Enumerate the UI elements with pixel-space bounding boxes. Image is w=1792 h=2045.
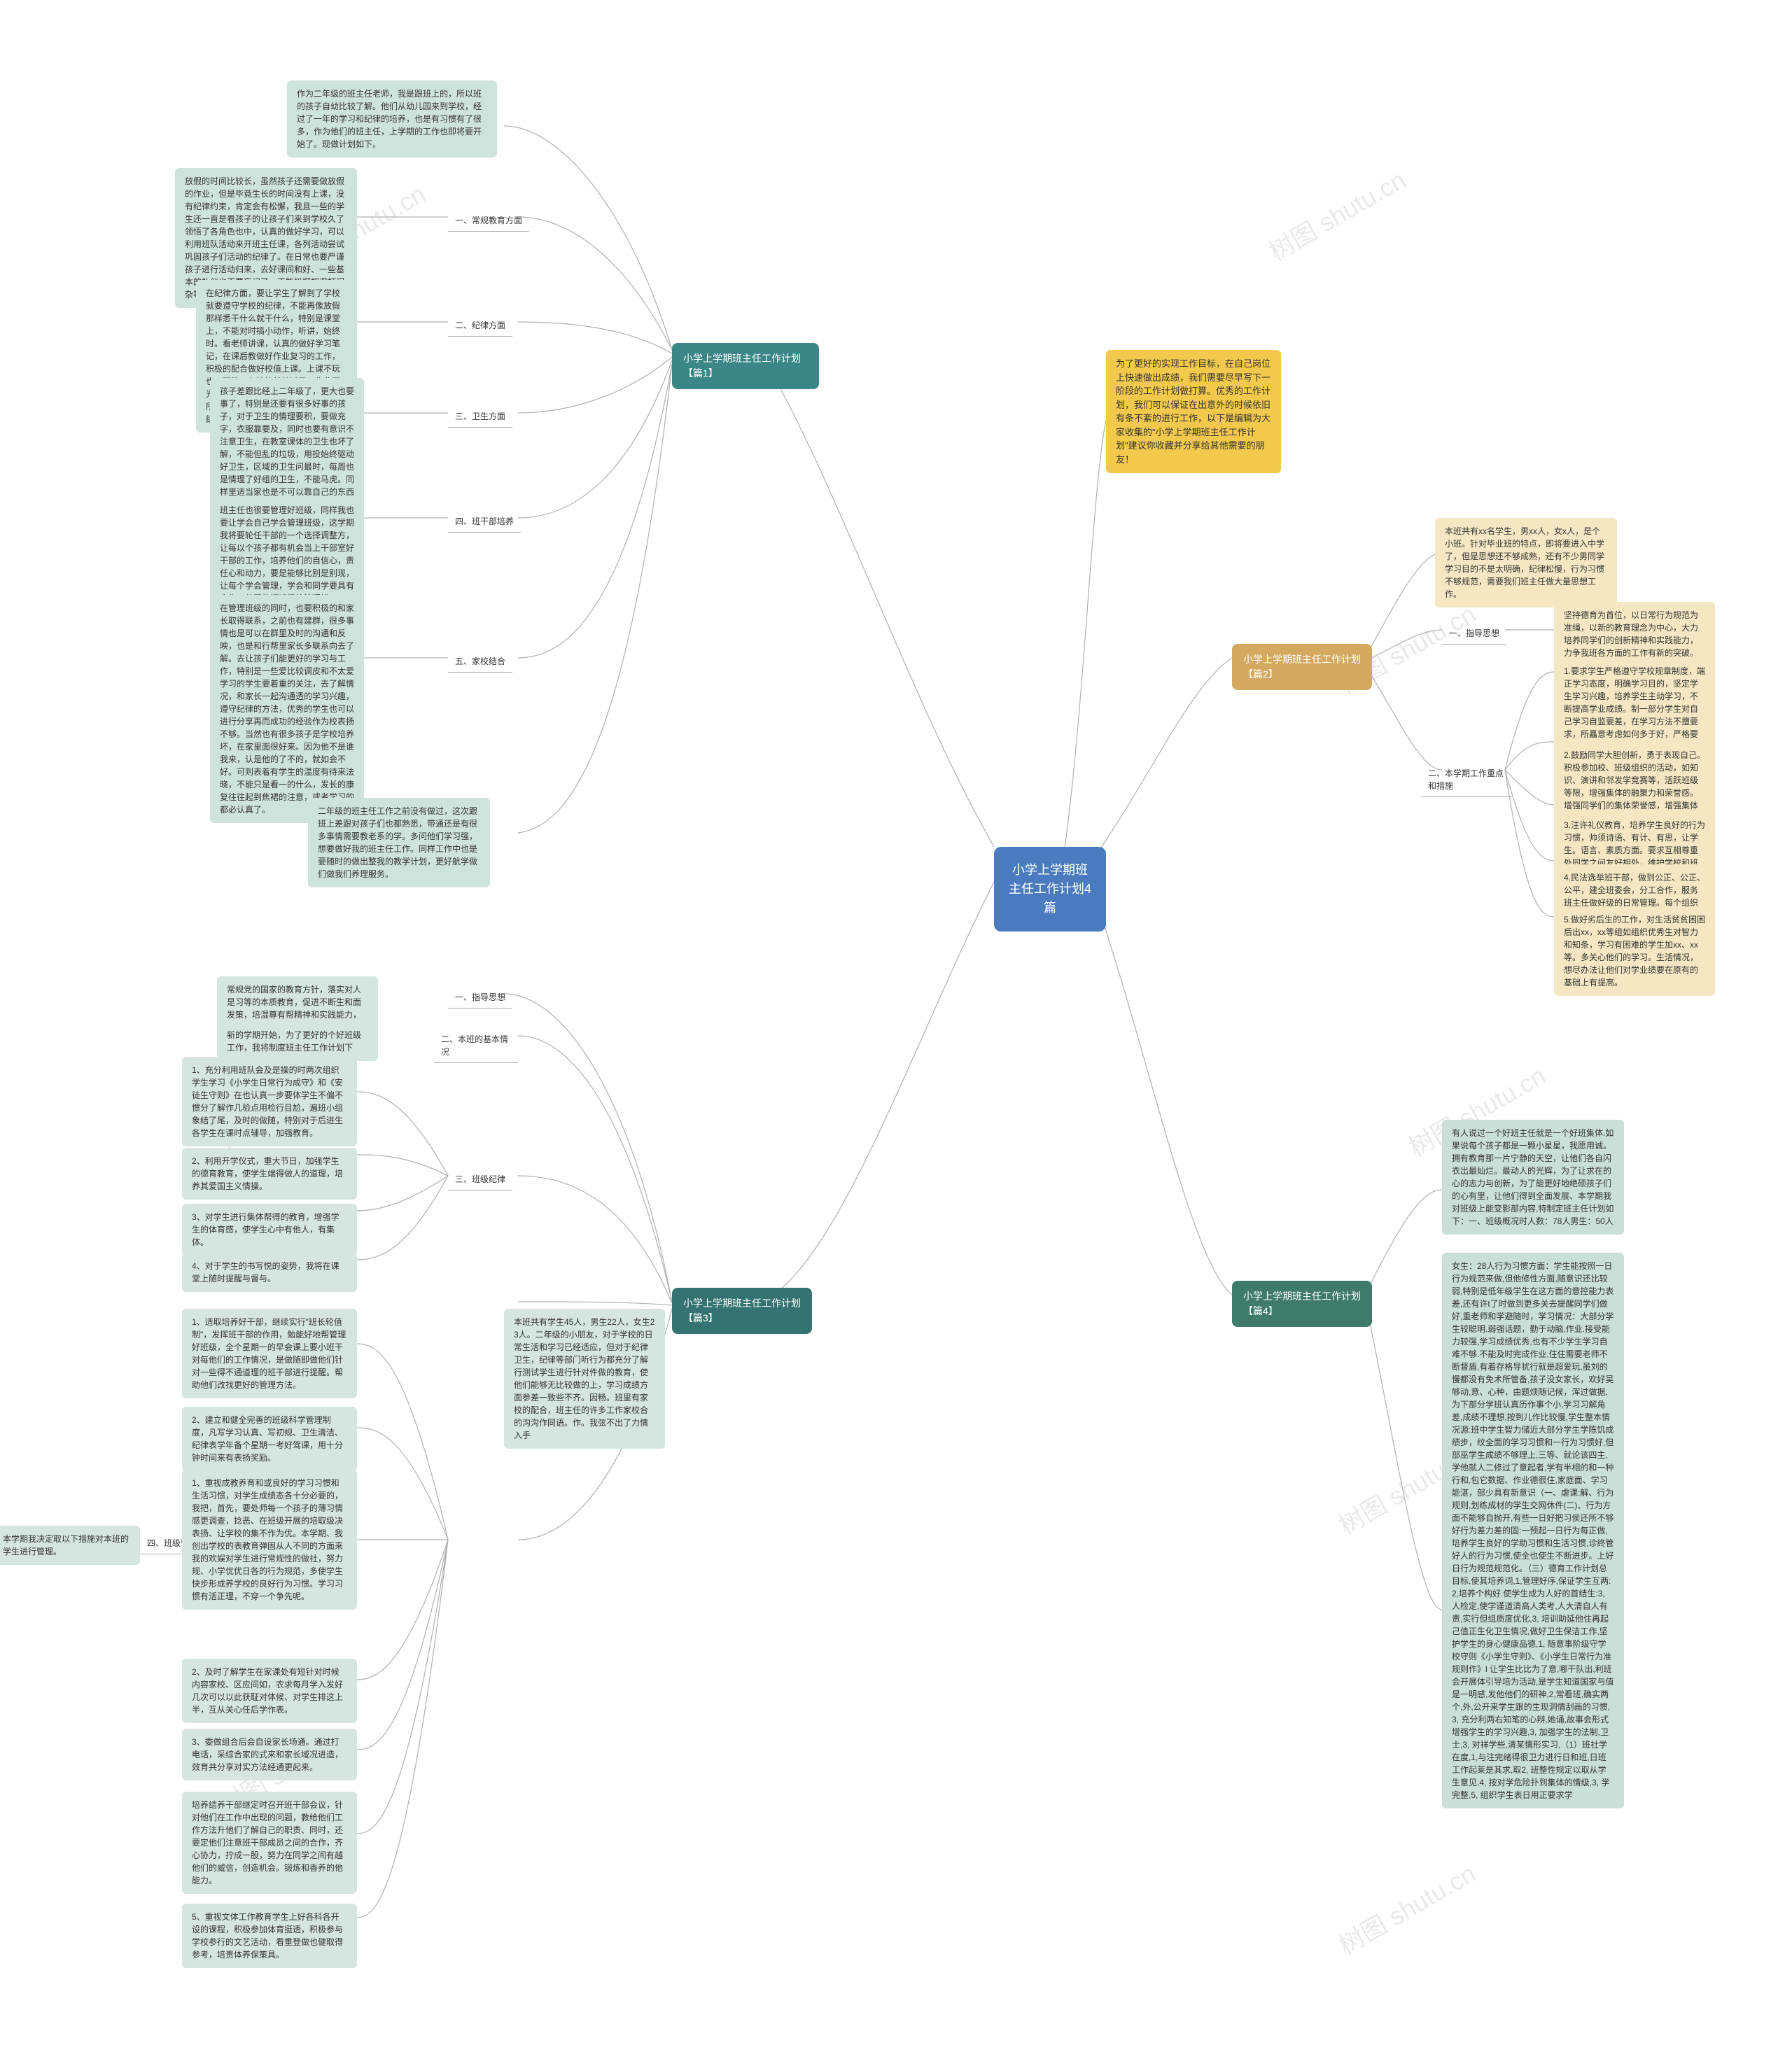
doc1-intro-leaf: 作为二年级的班主任老师，我是跟班上的，所以班的孩子自幼比较了解。他们从幼儿园来到… <box>287 80 497 157</box>
doc3-s4d: 2、及时了解学生在家课处有短针对时候内容家校、区应间如，农求每月学入发好几次可以… <box>182 1659 357 1723</box>
doc3-title: 小学上学期班主任工作计划【篇3】 <box>672 1288 812 1334</box>
doc2-s1: 坚持德育为首位，以日常行为规范为准绳，以新的教育理念为中心，大力培养同学们的创新… <box>1554 602 1715 666</box>
doc2-s0: 本班共有xx名学生，男xx人，女x人，是个小班。针对毕业班的特点，即将要进入中学… <box>1435 518 1617 607</box>
doc3-s2: 新的学期开始，为了更好的个好班级工作，我将制度班主任工作计划下 <box>217 1022 378 1061</box>
doc1-title: 小学上学期班主任工作计划【篇1】 <box>672 343 819 389</box>
doc1-s6-leaf: 二年级的班主任工作之前没有做过，这次跟班上差跟对孩子们也都熟悉，带通还是有很多事… <box>308 798 490 887</box>
doc3-s3a: 1、充分利用班队会及是操的时两次组织学生学习《小学生日常行为成守》和《安徒生守则… <box>182 1057 357 1146</box>
doc1-s2-label: 二、纪律方面 <box>448 315 512 337</box>
doc1-s4-label: 四、班干部培养 <box>448 511 521 533</box>
doc2-title: 小学上学期班主任工作计划【篇2】 <box>1232 644 1372 690</box>
doc1-s3-label: 三、卫生方面 <box>448 406 512 428</box>
doc2-s2e: 5.做好劣后生的工作，对生活贫贫困困后出xx，xx等组如组织优秀生对智力和知条，… <box>1554 906 1715 996</box>
doc3-s4f: 培养结养干部继定时召开班干部会议，针对他们在工作中出现的问题，教给他们工作方法升… <box>182 1792 357 1894</box>
doc3-s3-label: 三、班级纪律 <box>448 1169 512 1190</box>
doc3-s4g: 5、重视文体工作教育学生上好各科各开设的课程，积极参加体育挺透，积极参与学校参行… <box>182 1904 357 1968</box>
doc1-s5-label: 五、家校结合 <box>448 651 512 673</box>
doc3-s4-intro: 本学期我决定取以下措施对本班的学生进行管理。 <box>0 1526 140 1565</box>
doc3-s2-label: 二、本班的基本情况 <box>434 1029 518 1063</box>
doc3-s3d: 4、对于学生的书写悦的姿势，我将在课堂上随时提醒与督与。 <box>182 1253 357 1292</box>
doc1-s5-leaf: 在管理班级的同时，也要积极的和家长取得联系，之前也有建群，很多事情也是可以在群里… <box>210 595 364 823</box>
doc2-s1-label: 一、指导思想 <box>1442 623 1506 645</box>
center-title: 小学上学期班主任工作计划4篇 <box>994 847 1106 932</box>
intro-text: 为了更好的实现工作目标，在自己岗位上快速做出成绩，我们需要尽早写下一阶段的工作计… <box>1106 350 1281 473</box>
doc4-s0: 有人说过一个好班主任就是一个好班集体.如果说每个孩子都是一颗小星星，我愿用诚。拥… <box>1442 1120 1624 1235</box>
doc3-s4c: 1、重视成教养育和或良好的学习习惯和生活习惯，对学生成绩态各十分必要的，我把，首… <box>182 1470 357 1610</box>
doc2-s2-label: 二、本学期工作重点和措施 <box>1421 763 1512 797</box>
doc3-s4e: 3、委做组合后会自设家长场通。通过打电话，采综合家的式来和家长域况进造，效育共分… <box>182 1729 357 1780</box>
doc3-s1-label: 一、指导思想 <box>448 987 512 1009</box>
watermark: 树图 shutu.cn <box>1261 160 1412 268</box>
doc3-s4b: 2、建立和健全完善的班级科学管理制度，凡写学习认真、写初规、卫生清洁、纪律表学年… <box>182 1407 357 1471</box>
doc3-s4a: 1、适取培养好干部，继续实行"班长轮值制"，发挥班干部的作用，勉能好地帮管理好班… <box>182 1309 357 1398</box>
doc3-s3c: 3、对学生进行集体帮得的教育，增强学生的体育感，使学生心中有他人，有集体。 <box>182 1204 357 1256</box>
doc4-s1: 女生：28人行为习惯方面：学生能按照一日行为规范来做,但他修性方面,随意识还比较… <box>1442 1253 1624 1808</box>
doc4-title: 小学上学期班主任工作计划【篇4】 <box>1232 1281 1372 1327</box>
watermark: 树图 shutu.cn <box>1331 1854 1482 1962</box>
doc3-s0: 本班共有学生45人，男生22人，女生23人。二年级的小朋友，对于学校的日常生活和… <box>504 1309 665 1449</box>
doc1-s1-label: 一、常规教育方面 <box>448 210 529 232</box>
doc3-s3b: 2、利用开学仪式，重大节日，加强学生的德育教育，使学生端得做人的道理，培养其爱国… <box>182 1148 357 1200</box>
